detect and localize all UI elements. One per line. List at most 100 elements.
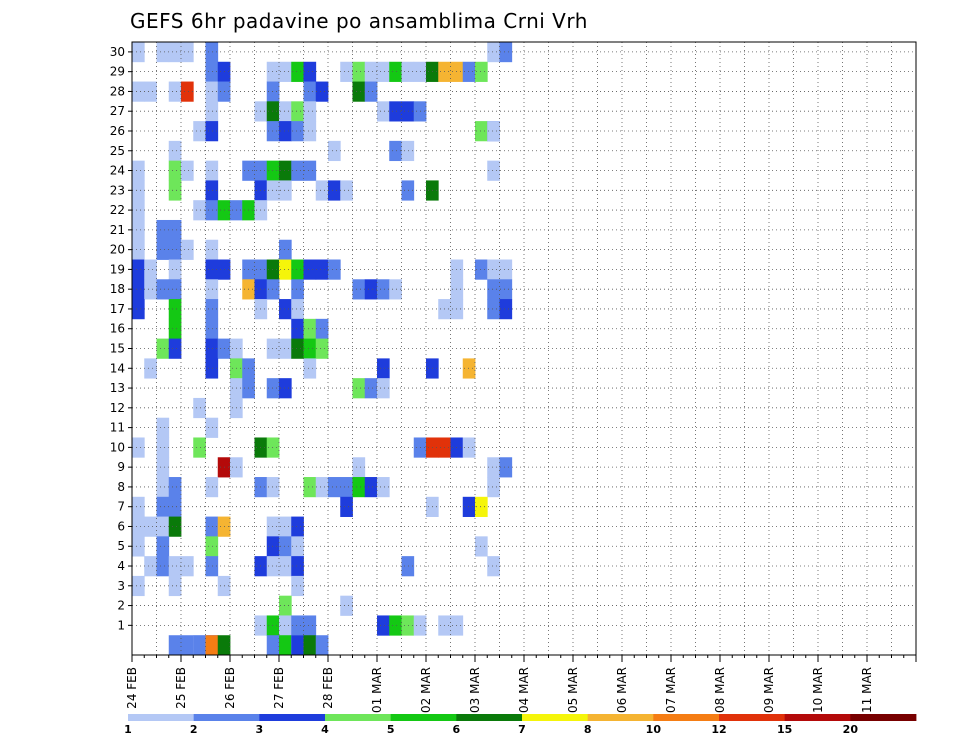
- x-tick-label: 27 FEB: [272, 667, 286, 709]
- precip-cell: [168, 140, 182, 162]
- precip-cell: [266, 516, 280, 537]
- precip-cell: [303, 338, 317, 359]
- precip-cell: [266, 61, 280, 82]
- precip-cell: [389, 615, 402, 636]
- precip-cell: [132, 42, 145, 63]
- x-tick-label: 07 MAR: [664, 667, 678, 713]
- precip-cell: [266, 180, 280, 201]
- precip-cell: [389, 140, 402, 162]
- precip-cell: [266, 536, 280, 557]
- precip-cell: [377, 101, 390, 122]
- x-tick-label: 25 FEB: [174, 667, 188, 709]
- precip-cell: [377, 61, 390, 82]
- precip-cell: [499, 259, 513, 280]
- precip-cell: [156, 42, 170, 63]
- legend-swatch: [193, 714, 260, 721]
- y-tick-label: 12: [110, 401, 125, 415]
- x-tick-label: 08 MAR: [713, 667, 727, 713]
- precip-cell: [328, 180, 341, 201]
- precip-cell: [132, 259, 145, 280]
- precip-cell: [303, 358, 317, 379]
- y-tick-label: 26: [110, 124, 125, 138]
- precip-cell: [340, 477, 353, 498]
- precip-cell: [401, 101, 415, 122]
- precip-cell: [352, 81, 366, 102]
- legend-swatch: [587, 714, 654, 721]
- x-tick-label: 02 MAR: [419, 667, 433, 713]
- precip-cell: [205, 259, 219, 280]
- precip-cell: [475, 259, 488, 280]
- precip-cell: [132, 496, 145, 517]
- precip-cell: [291, 101, 304, 122]
- y-tick-label: 14: [110, 361, 125, 375]
- precip-cell: [291, 299, 304, 320]
- precip-cell: [377, 477, 390, 498]
- precip-cell: [303, 101, 317, 122]
- precip-cell: [205, 42, 219, 63]
- x-axis-ticks: 24 FEB 25 FEB 26 FEB 27 FEB 28 FEB 01 MAR 02 M…: [125, 655, 917, 713]
- legend-label: 20: [843, 723, 859, 736]
- precip-cell: [205, 299, 219, 320]
- precip-cell: [266, 279, 280, 300]
- precip-cell: [168, 259, 182, 280]
- x-tick-label: 11 MAR: [860, 667, 874, 713]
- precip-cell: [340, 180, 353, 201]
- precip-cell: [499, 279, 513, 300]
- precip-cell: [168, 516, 182, 537]
- precip-cell: [328, 259, 341, 280]
- precip-cell: [168, 477, 182, 498]
- precip-cell: [205, 279, 219, 300]
- precip-cell: [389, 279, 402, 300]
- precip-cell: [144, 81, 157, 102]
- precip-cell: [389, 101, 402, 122]
- legend-label: 1: [124, 723, 132, 736]
- precip-cell: [205, 121, 219, 142]
- precip-cell: [266, 338, 280, 359]
- precip-cell: [205, 338, 219, 359]
- x-tick-label: 04 MAR: [517, 667, 531, 713]
- legend-label: 10: [646, 723, 662, 736]
- precip-cell: [205, 536, 219, 557]
- precip-cell: [487, 457, 500, 478]
- precip-cell: [217, 635, 231, 656]
- precip-cell: [279, 338, 292, 359]
- precip-cell: [401, 615, 415, 636]
- precip-cell: [156, 219, 170, 241]
- precip-cell: [205, 318, 219, 340]
- precip-cell: [487, 160, 500, 181]
- precip-cell: [303, 61, 317, 82]
- precip-cell: [132, 437, 145, 458]
- precip-cell: [144, 259, 157, 280]
- precip-cell: [279, 516, 292, 537]
- precip-cell: [291, 318, 304, 340]
- precip-cell: [364, 378, 378, 399]
- precip-cell: [279, 180, 292, 201]
- precip-cell: [291, 338, 304, 359]
- legend-swatch: [719, 714, 786, 721]
- legend-label: 15: [777, 723, 792, 736]
- y-tick-label: 15: [110, 342, 125, 356]
- precip-cell: [193, 200, 206, 221]
- y-tick-label: 21: [110, 223, 125, 237]
- precip-cell: [499, 299, 513, 320]
- precip-cell: [291, 279, 304, 300]
- precip-cell: [193, 397, 206, 419]
- legend-swatch: [653, 714, 720, 721]
- x-tick-label: 10 MAR: [811, 667, 825, 713]
- chart-title: GEFS 6hr padavine po ansamblima Crni Vrh: [130, 9, 588, 33]
- precip-cell: [168, 81, 182, 102]
- precip-cell: [132, 180, 145, 201]
- precip-cell: [266, 378, 280, 399]
- precip-cell: [144, 556, 157, 577]
- precip-cell: [132, 279, 145, 300]
- y-tick-label: 2: [117, 599, 125, 613]
- precip-cell: [352, 279, 366, 300]
- precip-cell: [266, 101, 280, 122]
- precip-cell: [340, 61, 353, 82]
- legend-label: 4: [321, 723, 329, 736]
- precip-cell: [132, 200, 145, 221]
- precip-cell: [462, 358, 476, 379]
- y-tick-label: 16: [110, 322, 125, 336]
- precip-cell: [266, 635, 280, 656]
- precip-cell: [205, 239, 219, 260]
